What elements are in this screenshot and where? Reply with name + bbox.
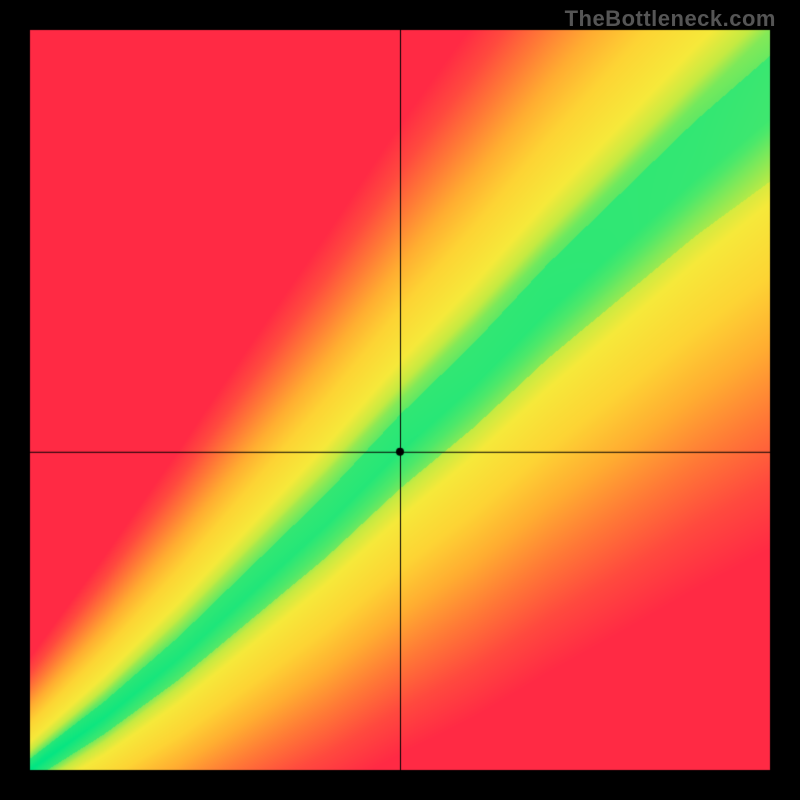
bottleneck-heatmap xyxy=(0,0,800,800)
watermark-text: TheBottleneck.com xyxy=(565,6,776,32)
